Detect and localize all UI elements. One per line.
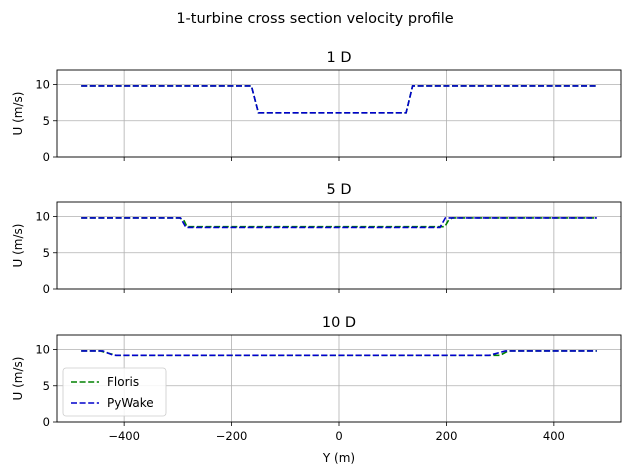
- subplot-1: 0 5 10 1 D U (m/s): [11, 50, 622, 164]
- x-tick-label: 400: [543, 429, 565, 443]
- subplot-title: 1 D: [327, 50, 352, 66]
- subplots: 0 5 10 1 D U (m/s) 0 5 10 5 D U (m/s) −400 −200 0 200…: [11, 50, 622, 465]
- x-tick-label: 0: [335, 429, 342, 443]
- legend-box: [62, 367, 167, 417]
- y-tick-label: 0: [43, 415, 50, 429]
- series-line-pywake: [81, 350, 597, 357]
- y-axis-label: U (m/s): [11, 357, 25, 401]
- legend: Floris PyWake: [62, 367, 167, 417]
- y-tick-label: 5: [43, 379, 50, 393]
- x-tick-label: 200: [435, 429, 457, 443]
- series-line-pywake: [81, 85, 597, 114]
- legend-label-floris: Floris: [107, 375, 139, 389]
- y-tick-label: 10: [35, 78, 50, 92]
- y-tick-label: 5: [43, 246, 50, 260]
- y-axis-label: U (m/s): [11, 92, 25, 136]
- x-tick-label: −200: [216, 429, 248, 443]
- y-tick-label: 10: [35, 210, 50, 224]
- subplot-3: −400 −200 0 200 400 0 5 10 10 D U (m/s) Y (m): [11, 315, 622, 465]
- y-tick-label: 0: [43, 282, 50, 296]
- y-tick-label: 5: [43, 114, 50, 128]
- series-line-pywake: [81, 217, 597, 229]
- x-tick-label: −400: [108, 429, 140, 443]
- y-tick-label: 10: [35, 343, 50, 357]
- y-axis-label: U (m/s): [11, 224, 25, 268]
- legend-label-pywake: PyWake: [107, 396, 154, 410]
- subplot-title: 10 D: [322, 315, 356, 331]
- suptitle: 1-turbine cross section velocity profile: [176, 11, 453, 27]
- y-tick-label: 0: [43, 150, 50, 164]
- subplot-2: 0 5 10 5 D U (m/s): [11, 182, 622, 296]
- x-axis-label: Y (m): [322, 451, 355, 465]
- subplot-title: 5 D: [327, 182, 352, 198]
